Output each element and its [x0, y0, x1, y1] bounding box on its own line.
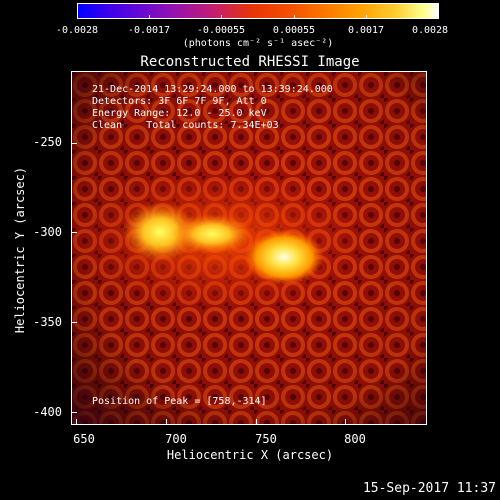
colorbar-tick-label: -0.0028 — [55, 25, 99, 36]
time-range: 21-Dec-2014 13:29:24.000 to 13:39:24.000 — [92, 84, 333, 95]
y-tick — [71, 143, 77, 144]
y-tick-label: -350 — [33, 315, 62, 329]
rhessi-image — [71, 71, 427, 425]
x-tick-label: 750 — [255, 432, 277, 446]
plot-title: Reconstructed RHESSI Image — [140, 54, 360, 70]
x-tick-label: 800 — [344, 432, 366, 446]
image-canvas — [72, 72, 426, 424]
colorbar-tick-label: -0.00055 — [196, 25, 246, 36]
x-axis-label: Heliocentric X (arcsec) — [166, 448, 334, 462]
colorbar-tick-label: 0.0028 — [411, 25, 449, 36]
energy-range: Energy Range: 12.0 - 25.0 keV — [92, 108, 267, 119]
colorbar-tick-label: 0.00055 — [272, 25, 316, 36]
colorbar-tick-label: 0.0017 — [347, 25, 385, 36]
x-tick-label: 650 — [73, 432, 95, 446]
x-tick — [166, 419, 167, 425]
y-tick-label: -250 — [33, 135, 62, 149]
x-tick-label: 700 — [165, 432, 187, 446]
colorbar-tick — [294, 15, 295, 19]
timestamp: 15-Sep-2017 11:37 — [362, 481, 496, 496]
colorbar — [77, 3, 439, 19]
y-tick — [71, 412, 77, 413]
y-tick-label: -400 — [33, 405, 62, 419]
clean-counts: Clean Total counts: 7.34E+03 — [92, 120, 279, 131]
detectors: Detectors: 3F 6F 7F 9F, Att 0 — [92, 96, 267, 107]
y-tick-label: -300 — [33, 225, 62, 239]
x-tick — [345, 419, 346, 425]
peak-position: Position of Peak = [758,-314] — [92, 396, 267, 407]
colorbar-tick — [77, 15, 78, 19]
x-tick — [256, 419, 257, 425]
y-tick — [71, 322, 77, 323]
y-axis-label: Heliocentric Y (arcsec) — [13, 166, 27, 334]
colorbar-tick-label: -0.0017 — [127, 25, 171, 36]
source-west-lobe — [122, 202, 198, 262]
colorbar-tick — [149, 15, 150, 19]
colorbar-tick — [221, 15, 222, 19]
colorbar-tick — [438, 15, 439, 19]
x-tick — [76, 419, 77, 425]
colorbar-tick — [366, 15, 367, 19]
source-peak — [244, 229, 324, 285]
source-middle — [172, 214, 252, 254]
y-tick — [71, 232, 77, 233]
colorbar-units: (photons cm⁻² s⁻¹ asec⁻²) — [182, 38, 334, 49]
